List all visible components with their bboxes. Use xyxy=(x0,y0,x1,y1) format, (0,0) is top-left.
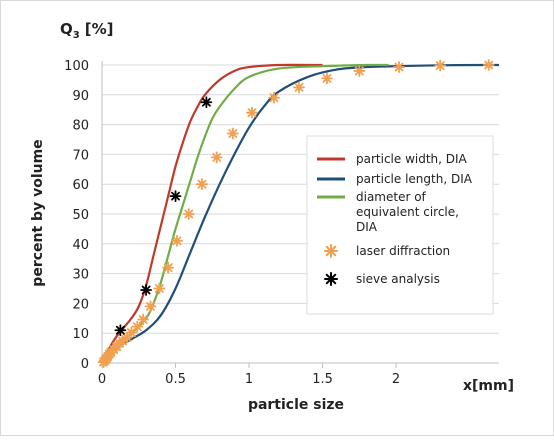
series-marker-3 xyxy=(293,81,305,94)
legend: particle width, DIA particle length, DIA d… xyxy=(306,135,494,315)
y-tick-labels: 0 10 20 30 40 50 60 70 80 90 100 xyxy=(64,59,89,372)
series-marker-3 xyxy=(162,261,175,274)
series-line-1 xyxy=(102,63,499,364)
y-corner-unit: [%] xyxy=(85,20,114,38)
series-marker-3 xyxy=(144,300,157,313)
x-tick-label: 0.5 xyxy=(165,372,186,387)
legend-box xyxy=(306,135,494,315)
series-marker-3 xyxy=(153,282,166,295)
series-marker-4 xyxy=(200,96,213,109)
series-marker-4 xyxy=(114,324,127,337)
legend-swatch-4 xyxy=(324,272,338,286)
x-tick-label: 0 xyxy=(98,372,106,387)
x-tick-label: 1 xyxy=(245,372,253,387)
y-corner-main: Q xyxy=(60,20,73,38)
series-marker-3 xyxy=(210,151,223,164)
y-tick-label: 30 xyxy=(72,268,89,283)
series-marker-3 xyxy=(353,65,366,77)
legend-label: particle width, DIA xyxy=(356,152,468,166)
series-marker-3 xyxy=(268,91,280,104)
x-axis-unit-label: x[mm] xyxy=(463,378,514,394)
series-marker-3 xyxy=(182,208,195,220)
y-tick-label: 40 xyxy=(72,238,89,253)
series-marker-4 xyxy=(169,190,182,203)
y-corner-sub: 3 xyxy=(73,30,80,41)
series-marker-3 xyxy=(393,61,405,73)
legend-label-line: diameter of xyxy=(356,190,427,204)
y-tick-label: 10 xyxy=(72,327,89,342)
series-marker-3 xyxy=(321,72,333,85)
series-marker-4 xyxy=(140,284,153,296)
axes xyxy=(101,61,499,368)
y-tick-label: 70 xyxy=(72,148,89,163)
y-tick-label: 0 xyxy=(81,357,89,372)
legend-label: laser diffraction xyxy=(356,244,450,258)
y-tick-label: 50 xyxy=(72,208,89,223)
series-marker-3 xyxy=(434,59,447,72)
legend-swatch-3 xyxy=(324,244,338,258)
legend-label-line: DIA xyxy=(356,220,378,234)
series-marker-3 xyxy=(171,234,183,247)
y-tick-label: 60 xyxy=(72,178,89,193)
y-tick-label: 100 xyxy=(64,59,89,74)
y-tick-label: 80 xyxy=(72,119,89,134)
series-marker-3 xyxy=(196,178,208,191)
legend-label-line: equivalent circle, xyxy=(356,205,459,219)
y-corner-label: Q3 [%] xyxy=(60,20,113,41)
legend-label: particle length, DIA xyxy=(356,172,473,186)
x-tick-labels: 0 0.5 1 1.5 2 xyxy=(98,372,400,387)
y-axis-title: percent by volume xyxy=(30,139,46,286)
series-marker-3 xyxy=(482,59,495,71)
legend-label: sieve analysis xyxy=(356,272,440,286)
x-tick-label: 1.5 xyxy=(312,372,333,387)
series-marker-3 xyxy=(137,313,150,326)
x-axis-title: particle size xyxy=(248,397,344,413)
y-tick-label: 90 xyxy=(72,89,89,104)
legend-label: diameter of equivalent circle, DIA xyxy=(356,190,459,234)
y-tick-label: 20 xyxy=(72,297,89,312)
series-marker-3 xyxy=(131,320,144,333)
series-markers xyxy=(97,59,495,369)
series-marker-3 xyxy=(246,106,258,119)
series-line-2 xyxy=(102,63,389,364)
series-marker-3 xyxy=(226,127,239,140)
x-tick-label: 2 xyxy=(392,372,400,387)
